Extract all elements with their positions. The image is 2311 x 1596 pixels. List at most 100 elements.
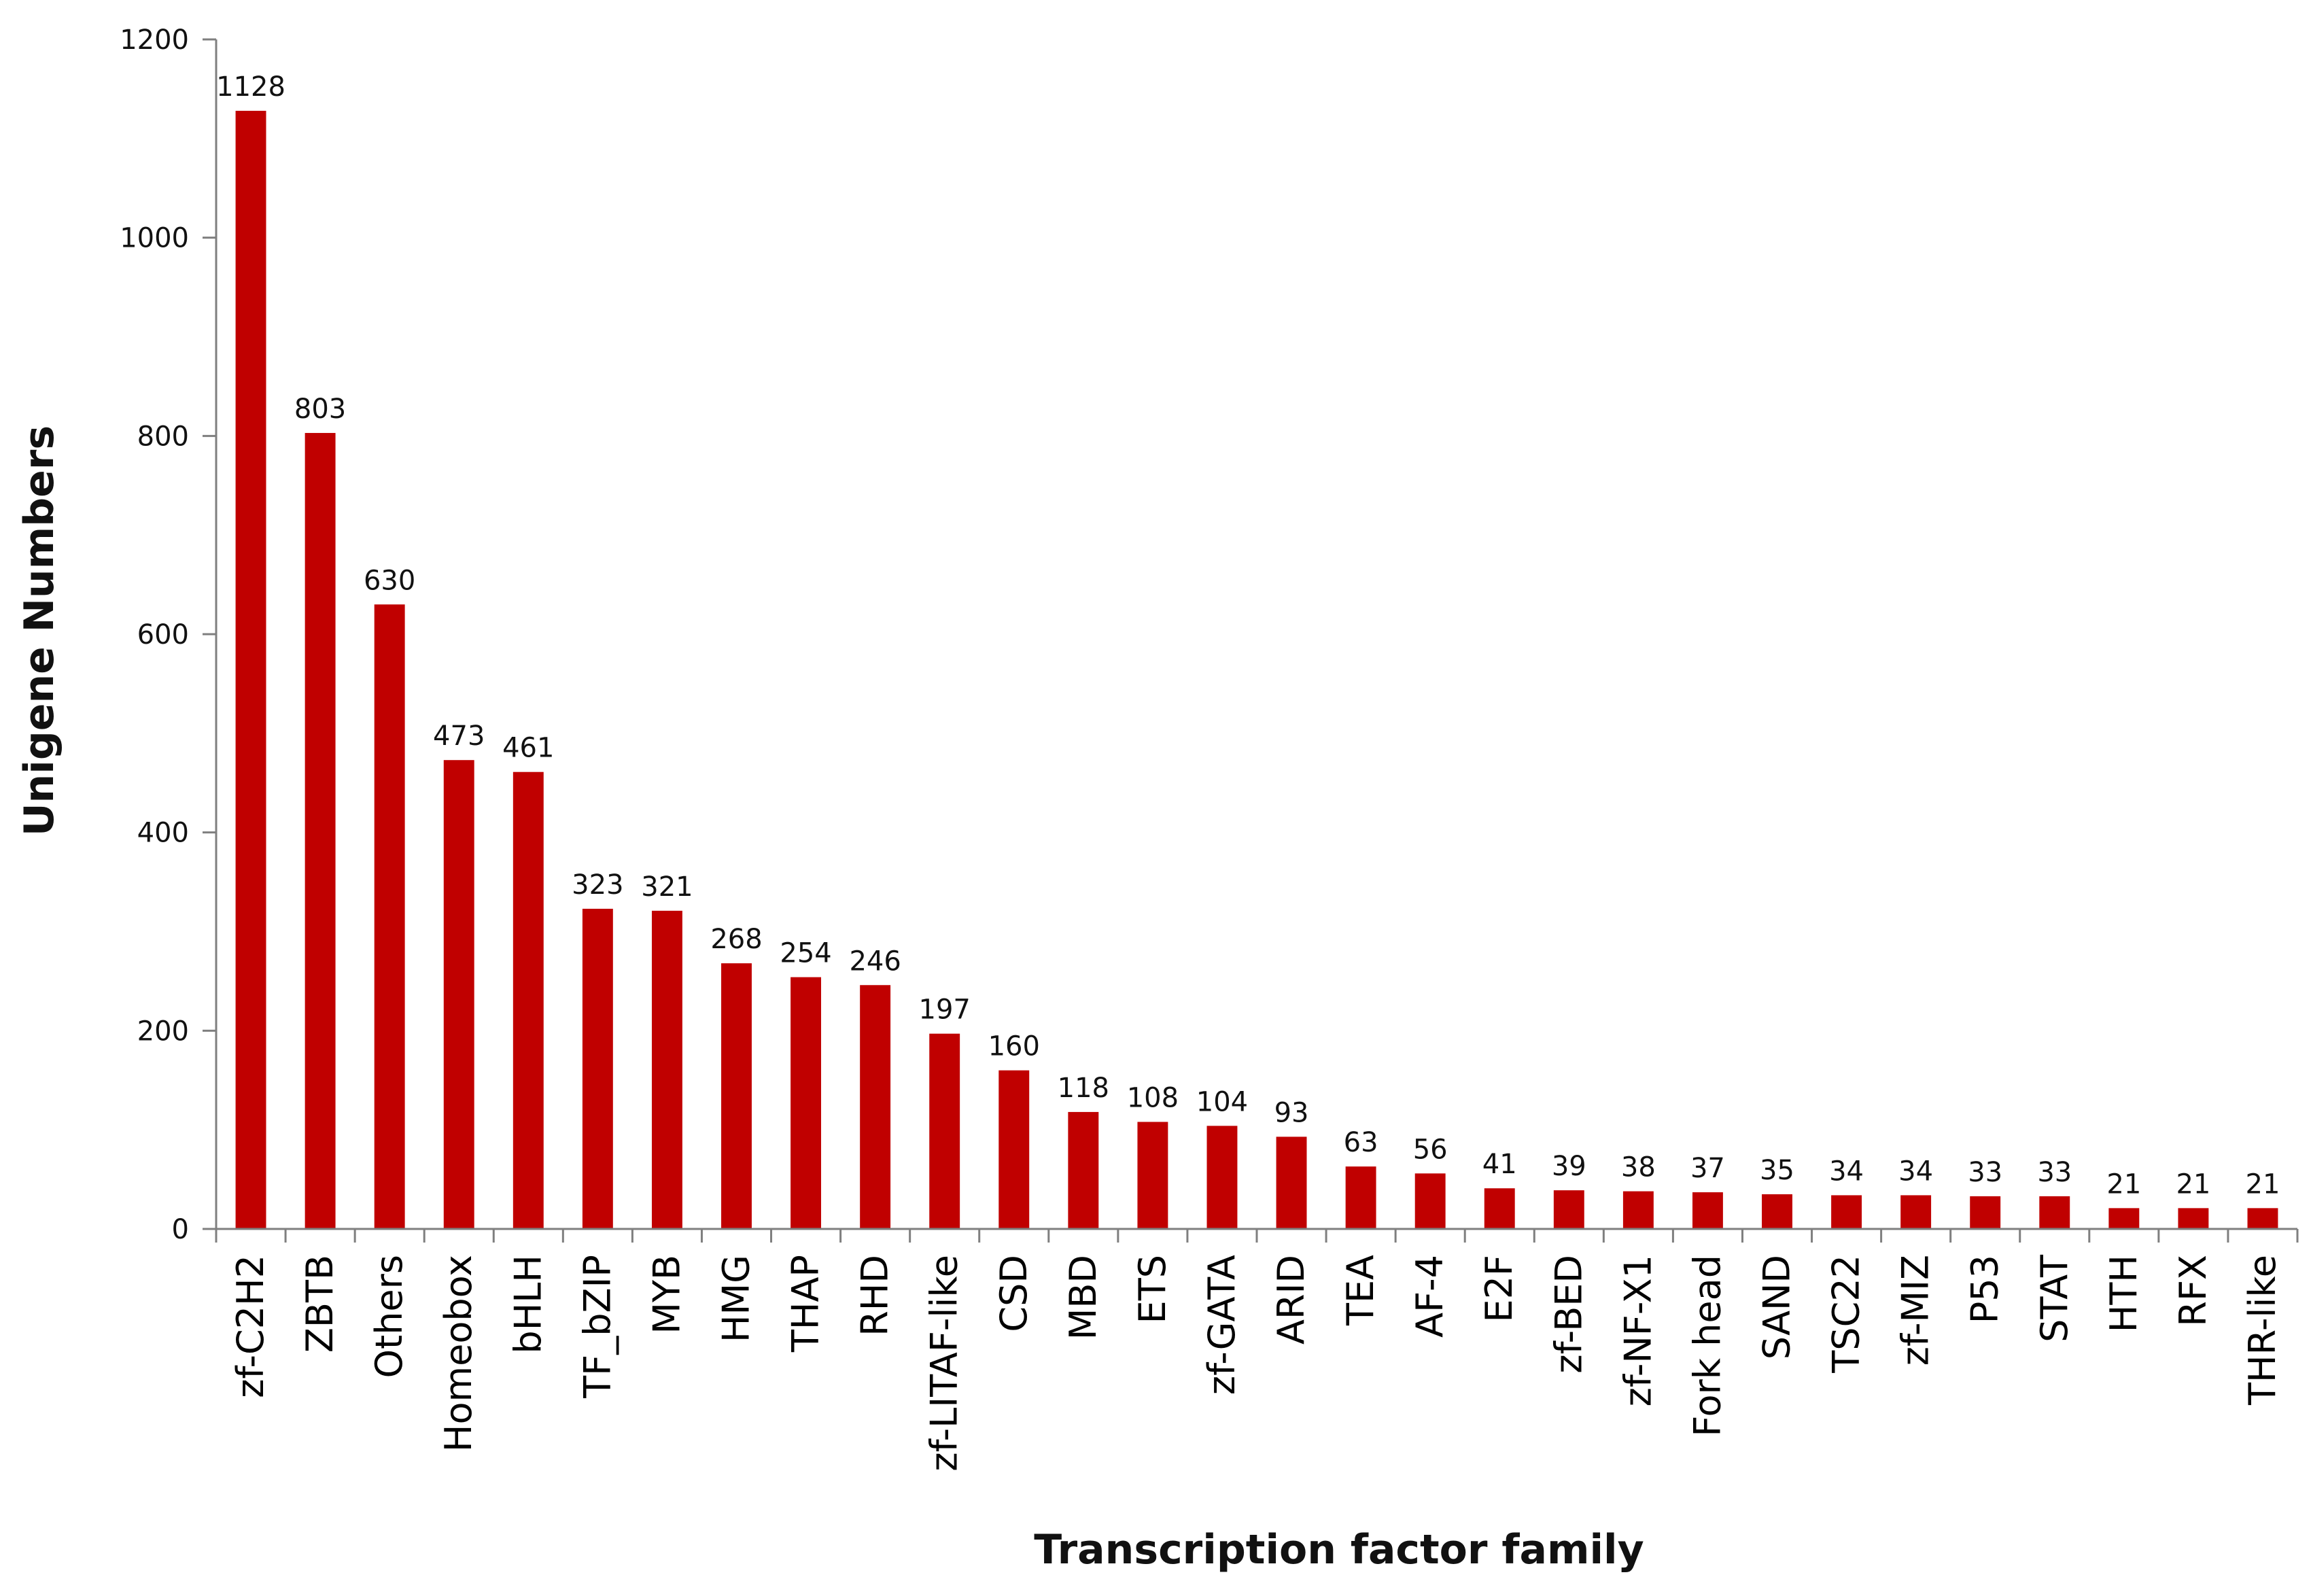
category-label: zf-LITAF-like (923, 1255, 966, 1472)
category-label: Fork head (1686, 1255, 1728, 1437)
category-label: RFX (2172, 1255, 2214, 1327)
category-label: MYB (645, 1255, 688, 1334)
data-label: 37 (1690, 1153, 1725, 1184)
bar-csd (998, 1070, 1030, 1229)
category-label: CSD (992, 1255, 1035, 1332)
category-label: ZBTB (298, 1255, 341, 1353)
data-label: 118 (1058, 1073, 1109, 1104)
category-label: bHLH (506, 1255, 549, 1354)
category-label: TSC22 (1825, 1255, 1868, 1374)
category-labels: zf-C2H2 ZBTB Others Homeobox bHLH TF_bZIP MYB H… (229, 1254, 2284, 1472)
bar-thap (790, 977, 822, 1229)
y-tick-label: 200 (137, 1016, 189, 1047)
bar-zf-bed (1553, 1190, 1584, 1229)
data-label: 39 (1552, 1151, 1586, 1182)
bar-homeobox (443, 760, 474, 1229)
y-tick-label: 400 (137, 818, 189, 849)
data-label: 268 (710, 924, 762, 955)
data-label: 321 (641, 871, 693, 903)
category-label: zf-C2H2 (229, 1255, 272, 1398)
bar-zf-miz (1900, 1195, 1932, 1229)
data-label: 21 (2246, 1168, 2280, 1200)
bars (235, 111, 2278, 1230)
data-label: 35 (1760, 1155, 1794, 1186)
bar-zf-gata (1206, 1126, 1238, 1229)
data-label: 21 (2106, 1168, 2141, 1200)
data-label: 108 (1127, 1083, 1179, 1114)
bar-hmg (721, 963, 752, 1229)
bar-myb (651, 910, 682, 1229)
data-label: 323 (572, 869, 623, 901)
y-tick-label: 800 (137, 421, 189, 452)
data-label: 473 (433, 721, 485, 752)
category-label: zf-NF-X1 (1616, 1255, 1659, 1407)
y-tick-label: 600 (137, 619, 189, 650)
data-label: 21 (2176, 1168, 2210, 1200)
data-label: 33 (1968, 1157, 2002, 1188)
category-label: THAP (784, 1255, 827, 1353)
y-axis-ticks: 0 200 400 600 800 1000 1200 (120, 24, 2299, 1245)
data-label: 34 (1829, 1156, 1864, 1187)
category-label: TF_bZIP (576, 1255, 619, 1399)
category-label: STAT (2033, 1254, 2076, 1342)
category-label: P53 (1964, 1255, 2006, 1323)
data-label: 461 (502, 733, 554, 764)
bar-ets (1137, 1122, 1168, 1229)
category-label: RHD (854, 1255, 897, 1336)
category-label: ARID (1270, 1255, 1313, 1345)
bar-af-4 (1414, 1173, 1446, 1229)
bar-bhlh (512, 771, 544, 1229)
bar-others (374, 604, 405, 1229)
data-label: 246 (849, 946, 901, 977)
bar-mbd (1068, 1111, 1099, 1229)
bar-stat (2039, 1196, 2070, 1229)
data-label: 197 (919, 994, 971, 1026)
bar-thr-like (2247, 1208, 2278, 1229)
category-label: TEA (1339, 1255, 1382, 1326)
category-label: Homeobox (437, 1255, 480, 1452)
y-tick-label: 0 (172, 1214, 189, 1245)
bar-zf-litaf-like (929, 1033, 960, 1229)
category-label: zf-MIZ (1894, 1255, 1937, 1366)
bar-hth (2108, 1208, 2140, 1229)
data-labels: 1128 803 630 473 461 323 321 268 254 246 197 160 118… (216, 71, 2280, 1200)
data-label: 38 (1621, 1152, 1656, 1183)
category-label: THR-like (2241, 1255, 2284, 1406)
x-axis-title: Transcription factor family (1034, 1526, 1644, 1574)
category-label: AF-4 (1408, 1255, 1451, 1338)
bar-rhd (860, 985, 891, 1229)
category-label: ETS (1131, 1255, 1174, 1323)
data-label: 254 (780, 938, 831, 969)
bar-sand (1762, 1194, 1792, 1229)
bar-e2f (1484, 1188, 1515, 1229)
bar-fork-head (1692, 1192, 1723, 1229)
y-tick-label: 1200 (120, 24, 189, 56)
category-label: E2F (1478, 1255, 1521, 1323)
data-label: 104 (1196, 1086, 1248, 1117)
data-label: 63 (1344, 1127, 1378, 1158)
bar-p53 (1970, 1196, 2001, 1229)
bar-tea (1345, 1166, 1376, 1229)
bar-zf-c2h2 (235, 111, 266, 1229)
y-axis-title: Unigene Numbers (16, 426, 63, 836)
data-label: 93 (1274, 1097, 1309, 1128)
category-label: MBD (1062, 1255, 1105, 1340)
bar-zbtb (305, 432, 336, 1230)
data-label: 160 (988, 1031, 1040, 1062)
data-label: 630 (364, 565, 415, 596)
data-label: 33 (2037, 1157, 2072, 1188)
bar-arid (1276, 1137, 1307, 1229)
data-label: 34 (1898, 1156, 1933, 1187)
data-label: 1128 (216, 71, 285, 103)
category-label: zf-GATA (1200, 1255, 1243, 1395)
category-label: Others (368, 1255, 411, 1378)
data-label: 41 (1482, 1149, 1517, 1180)
bar-zf-nf-x1 (1622, 1191, 1654, 1229)
category-label: HTH (2102, 1255, 2145, 1332)
category-label: zf-BED (1547, 1255, 1590, 1374)
category-label: HMG (715, 1255, 758, 1342)
bar-tf-bzip (582, 908, 613, 1229)
data-label: 56 (1413, 1134, 1448, 1165)
bar-tsc22 (1831, 1195, 1862, 1229)
